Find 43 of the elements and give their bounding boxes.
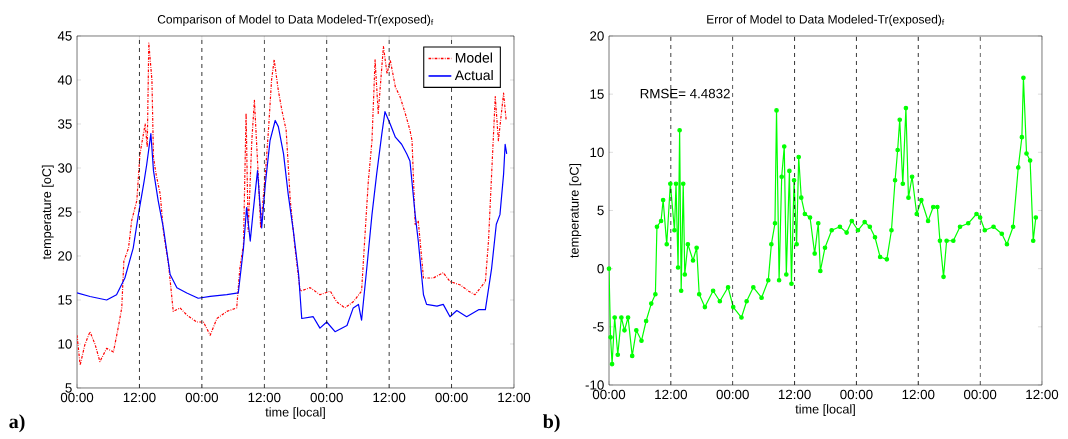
y-axis-title: temperature [oC] bbox=[41, 165, 54, 260]
y-tick-label: 15 bbox=[58, 295, 72, 305]
x-tick-label: 00:00 bbox=[716, 389, 749, 400]
x-axis-title: time [local] bbox=[265, 407, 325, 420]
x-tick-label: 12:00 bbox=[123, 392, 156, 403]
text: a) bbox=[9, 414, 25, 433]
x-tick-label: 00:00 bbox=[310, 392, 343, 403]
y-tick-label: 15 bbox=[590, 89, 604, 99]
y-tick-label: 20 bbox=[58, 251, 72, 261]
x-tick-label: 12:00 bbox=[373, 392, 406, 403]
y-tick-label: 0 bbox=[597, 263, 604, 274]
x-tick-label: 00:00 bbox=[963, 389, 997, 400]
y-tick-label: 25 bbox=[58, 207, 72, 217]
y-tick-label: 20 bbox=[590, 31, 604, 41]
y-tick-label: 10 bbox=[58, 339, 72, 349]
y-tick-label: 10 bbox=[590, 147, 604, 158]
x-tick-label: 12:00 bbox=[778, 389, 811, 400]
annotation: RMSE= 4.4832 bbox=[640, 88, 730, 99]
legend-label: Actual bbox=[454, 69, 493, 81]
x-tick-label: 00:00 bbox=[592, 389, 626, 400]
y-tick-label: 5 bbox=[597, 205, 604, 216]
y-tick-label: 5 bbox=[65, 383, 72, 393]
chart-title: Error of Model to Data Modeled-Tr(exposed)$_{f}$ bbox=[707, 14, 945, 26]
x-tick-label: 12:00 bbox=[655, 389, 688, 400]
x-tick-label: 12:00 bbox=[902, 389, 935, 400]
x-tick-label: 12:00 bbox=[248, 392, 281, 403]
x-tick-label: 00:00 bbox=[60, 392, 94, 403]
y-axis-title: temperature [oC] bbox=[569, 163, 582, 258]
y-tick-label: -5 bbox=[593, 322, 604, 332]
x-tick-label: 00:00 bbox=[840, 389, 873, 400]
x-tick-label: 12:00 bbox=[498, 392, 531, 403]
x-tick-label: 00:00 bbox=[185, 392, 219, 403]
chart-title: Comparison of Model to Data Modeled-Tr(exposed)$_{f}$ bbox=[157, 14, 434, 26]
x-axis-title: time [local] bbox=[795, 404, 855, 417]
x-tick-label: 00:00 bbox=[435, 392, 468, 403]
y-tick-label: 40 bbox=[57, 75, 72, 85]
y-tick-label: 35 bbox=[57, 119, 72, 129]
y-tick-label: 30 bbox=[57, 163, 72, 173]
y-tick-label: 45 bbox=[57, 31, 72, 41]
legend-label: Model bbox=[455, 52, 492, 63]
y-tick-label: -10 bbox=[585, 380, 604, 390]
x-tick-label: 12:00 bbox=[1026, 389, 1059, 400]
text: b) bbox=[542, 414, 560, 433]
